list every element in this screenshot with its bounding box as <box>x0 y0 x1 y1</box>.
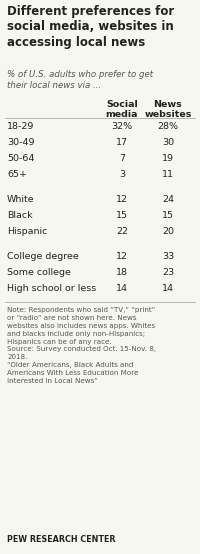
Text: 30: 30 <box>162 138 174 147</box>
Text: White: White <box>7 195 35 204</box>
Text: 17: 17 <box>116 138 128 147</box>
Text: High school or less: High school or less <box>7 284 96 293</box>
Text: 19: 19 <box>162 154 174 163</box>
Text: 23: 23 <box>162 268 174 277</box>
Text: 15: 15 <box>162 211 174 220</box>
Text: 28%: 28% <box>158 122 179 131</box>
Text: Note: Respondents who said “TV,” “print”
or “radio” are not shown here. News
web: Note: Respondents who said “TV,” “print”… <box>7 307 156 384</box>
Text: 14: 14 <box>116 284 128 293</box>
Text: 24: 24 <box>162 195 174 204</box>
Text: College degree: College degree <box>7 252 79 261</box>
Text: 30-49: 30-49 <box>7 138 35 147</box>
Text: 20: 20 <box>162 227 174 236</box>
Text: 65+: 65+ <box>7 170 27 179</box>
Text: 18-29: 18-29 <box>7 122 34 131</box>
Text: 32%: 32% <box>111 122 133 131</box>
Text: PEW RESEARCH CENTER: PEW RESEARCH CENTER <box>7 535 116 544</box>
Text: 18: 18 <box>116 268 128 277</box>
Text: Black: Black <box>7 211 33 220</box>
Text: 14: 14 <box>162 284 174 293</box>
Text: 11: 11 <box>162 170 174 179</box>
Text: 7: 7 <box>119 154 125 163</box>
Text: 33: 33 <box>162 252 174 261</box>
Text: 15: 15 <box>116 211 128 220</box>
Text: 12: 12 <box>116 195 128 204</box>
Text: 12: 12 <box>116 252 128 261</box>
Text: 22: 22 <box>116 227 128 236</box>
Text: 50-64: 50-64 <box>7 154 34 163</box>
Text: 3: 3 <box>119 170 125 179</box>
Text: Social
media: Social media <box>106 100 138 120</box>
Text: % of U.S. adults who prefer to get
their local news via ...: % of U.S. adults who prefer to get their… <box>7 70 153 90</box>
Text: News
websites: News websites <box>144 100 192 120</box>
Text: Different preferences for
social media, websites in
accessing local news: Different preferences for social media, … <box>7 5 174 49</box>
Text: Some college: Some college <box>7 268 71 277</box>
Text: Hispanic: Hispanic <box>7 227 47 236</box>
